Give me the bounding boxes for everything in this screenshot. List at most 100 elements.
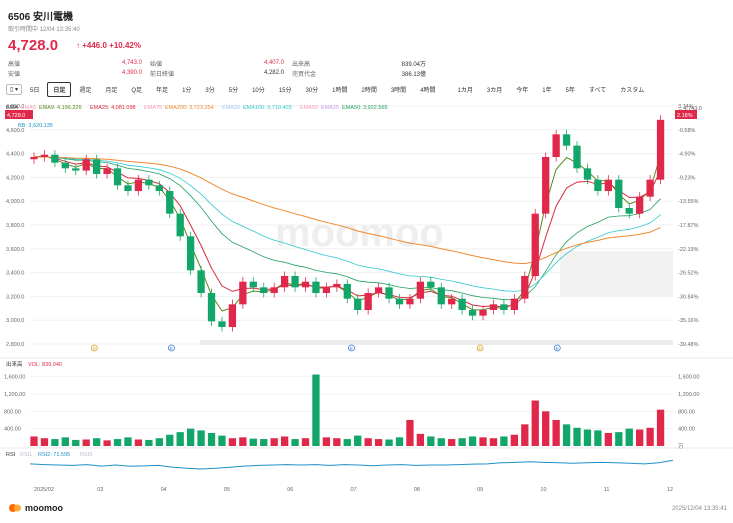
- volume-bar: [552, 420, 560, 446]
- period-tab[interactable]: すべて: [588, 88, 607, 94]
- volume-bar: [333, 438, 341, 446]
- period-tab[interactable]: 3カ月: [486, 88, 503, 94]
- candle-body: [458, 298, 466, 310]
- candle-body: [186, 236, 195, 271]
- stat-value: 4,407.0: [263, 60, 284, 66]
- pct-tick-label: -0.58%: [678, 128, 696, 134]
- candle-body: [270, 287, 278, 293]
- period-tab[interactable]: 年足: [156, 88, 169, 94]
- volume-bar: [625, 428, 633, 446]
- pct-tick-label: -35.16%: [678, 318, 699, 324]
- volume-bar: [562, 424, 571, 446]
- candle-body: [479, 310, 487, 316]
- candle-body: [249, 281, 257, 288]
- candle-body: [646, 179, 654, 197]
- volume-bar: [364, 438, 372, 446]
- month-label: 03: [97, 487, 103, 493]
- period-tab[interactable]: 1年: [542, 88, 552, 94]
- volume-bar: [72, 439, 80, 446]
- period-tab[interactable]: Q足: [131, 88, 143, 94]
- period-tab[interactable]: 3分: [205, 88, 215, 94]
- period-tab[interactable]: 1時間: [332, 88, 348, 94]
- candle-body: [395, 298, 404, 305]
- volume-bar: [594, 430, 602, 446]
- candle-body: [228, 304, 237, 327]
- price-chart[interactable]: moomoo 4,800.0 3.74% 4,600.0 -0.58% 4,400.0 -…: [0, 96, 733, 516]
- price-tag-label: 4,728.0: [7, 113, 25, 119]
- period-tab[interactable]: 1分: [182, 88, 192, 94]
- volume-bar: [489, 438, 498, 446]
- volume-bar: [30, 436, 38, 446]
- period-tab[interactable]: 10分: [252, 88, 265, 94]
- candle-body: [40, 154, 49, 157]
- period-tab[interactable]: 5分: [228, 88, 239, 94]
- period-tab[interactable]: 週足: [79, 88, 92, 94]
- candle-body: [656, 119, 665, 180]
- rsi-legend-item: RSI2: 71.595: [38, 452, 70, 458]
- ema-legend-item: EMA100: 3,710.403: [243, 105, 292, 111]
- stat-value: 4,282.0: [263, 70, 284, 76]
- volume-bar: [155, 438, 163, 446]
- volume-bar: [176, 432, 184, 446]
- candle-body: [61, 162, 69, 169]
- volume-bar: [197, 430, 205, 446]
- chart-type-dropdown-icon[interactable]: ▯ ▾: [6, 84, 22, 95]
- period-tab[interactable]: 4時間: [420, 88, 436, 94]
- period-tab[interactable]: 1カ月: [457, 88, 473, 94]
- volume-bar: [479, 437, 487, 446]
- volume-bar: [322, 437, 331, 446]
- price-change: ↑ +446.0 +10.42%: [76, 41, 141, 50]
- high-mark: ←4,743.0: [678, 106, 702, 112]
- candle-body: [448, 298, 456, 305]
- y-tick-label: 3,800.0: [6, 223, 24, 229]
- volume-bar: [604, 433, 612, 446]
- candle-body: [468, 310, 477, 316]
- candle-body: [197, 270, 205, 293]
- candle-body: [531, 213, 539, 276]
- event-marker: [476, 344, 484, 352]
- rsi-line: [29, 459, 674, 470]
- volume-bar: [500, 436, 508, 446]
- period-tab[interactable]: 2時間: [361, 88, 377, 94]
- y-tick-label: 4,200.0: [6, 175, 24, 181]
- bb-legend: BB: 3,620.135: [18, 123, 53, 129]
- period-tab[interactable]: 5年: [565, 88, 575, 94]
- stat-label: 前日終値: [150, 71, 175, 78]
- volume-bar: [186, 428, 195, 446]
- period-tab[interactable]: 今年: [516, 88, 529, 94]
- vol-tick-label-right: 800.00: [678, 409, 695, 415]
- candle-body: [510, 298, 519, 310]
- period-tab[interactable]: カスタム: [620, 88, 645, 94]
- volume-bar: [312, 374, 320, 446]
- pct-tick-label: -39.48%: [678, 342, 699, 348]
- period-tab[interactable]: 3時間: [390, 88, 407, 94]
- period-tab[interactable]: 15分: [278, 88, 292, 94]
- candle-body: [594, 179, 602, 191]
- candle-body: [176, 213, 184, 237]
- candle-body: [207, 293, 216, 322]
- candle-body: [542, 157, 550, 214]
- volume-bar: [427, 436, 435, 446]
- period-tab[interactable]: 月足: [105, 88, 118, 94]
- ema-legend-item: EMA20: [222, 105, 240, 111]
- ema200-line: [33, 156, 661, 265]
- candle-body: [312, 281, 320, 293]
- period-tab[interactable]: 日足: [47, 82, 72, 97]
- candle-body: [260, 287, 268, 293]
- volume-bar: [416, 433, 425, 446]
- period-tab[interactable]: 5日: [29, 88, 40, 94]
- volume-bar: [249, 438, 257, 446]
- period-tab[interactable]: 30分: [305, 88, 319, 94]
- pct-tick-label: -26.52%: [678, 271, 699, 277]
- brand-footer: moomoo: [8, 502, 63, 514]
- event-marker: [90, 344, 98, 352]
- trading-status: 取引時間中 12/04 13:35:40: [8, 27, 80, 33]
- candle-body: [416, 281, 425, 299]
- moomoo-logo-icon: [9, 504, 21, 512]
- watermark: moomoo: [275, 211, 444, 255]
- period-toolbar: ▯ ▾ 5日 日足 週足 月足 Q足 年足 1分 3分 5分 10分 15分 30分 1時間 2時間 3時間 4…: [6, 82, 650, 97]
- bottom-band: [200, 340, 673, 345]
- volume-bar: [542, 411, 550, 446]
- volume-bar: [531, 400, 539, 446]
- volume-bar: [239, 437, 247, 446]
